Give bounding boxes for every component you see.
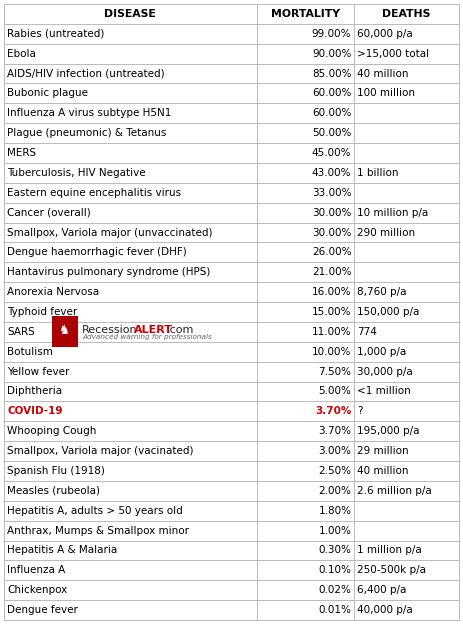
Text: 2.00%: 2.00% — [319, 486, 351, 496]
Text: Influenza A: Influenza A — [7, 565, 65, 575]
Text: Smallpox, Variola major (vacinated): Smallpox, Variola major (vacinated) — [7, 446, 194, 456]
Text: 7.50%: 7.50% — [319, 367, 351, 377]
Text: 6,400 p/a: 6,400 p/a — [357, 585, 407, 595]
Text: 3.00%: 3.00% — [319, 446, 351, 456]
Text: Typhoid fever: Typhoid fever — [7, 307, 77, 317]
Text: 250-500k p/a: 250-500k p/a — [357, 565, 426, 575]
Text: 26.00%: 26.00% — [312, 247, 351, 257]
Text: 0.01%: 0.01% — [319, 605, 351, 615]
Text: Advanced warning for professionals: Advanced warning for professionals — [82, 334, 212, 340]
Text: 100 million: 100 million — [357, 89, 415, 99]
Text: AIDS/HIV infection (untreated): AIDS/HIV infection (untreated) — [7, 69, 165, 79]
Text: Cancer (overall): Cancer (overall) — [7, 208, 91, 218]
Text: >15,000 total: >15,000 total — [357, 49, 430, 59]
Text: 1,000 p/a: 1,000 p/a — [357, 347, 407, 357]
Text: 30,000 p/a: 30,000 p/a — [357, 367, 413, 377]
Text: Smallpox, Variola major (unvaccinated): Smallpox, Variola major (unvaccinated) — [7, 228, 213, 238]
Text: 30.00%: 30.00% — [312, 228, 351, 238]
Text: SARS: SARS — [7, 327, 35, 337]
Text: 43.00%: 43.00% — [312, 168, 351, 178]
Text: 60.00%: 60.00% — [312, 89, 351, 99]
Text: Ebola: Ebola — [7, 49, 36, 59]
Text: Influenza A virus subtype H5N1: Influenza A virus subtype H5N1 — [7, 109, 171, 119]
Text: ♞: ♞ — [59, 324, 71, 338]
Text: 11.00%: 11.00% — [312, 327, 351, 337]
Text: Anthrax, Mumps & Smallpox minor: Anthrax, Mumps & Smallpox minor — [7, 525, 189, 535]
Text: DEATHS: DEATHS — [382, 9, 431, 19]
Text: 774: 774 — [357, 327, 377, 337]
Text: Botulism: Botulism — [7, 347, 53, 357]
Text: 10.00%: 10.00% — [312, 347, 351, 357]
Text: 1 million p/a: 1 million p/a — [357, 545, 422, 555]
Text: 40 million: 40 million — [357, 466, 409, 476]
Text: Eastern equine encephalitis virus: Eastern equine encephalitis virus — [7, 188, 181, 198]
Text: 3.70%: 3.70% — [315, 406, 351, 416]
Text: Anorexia Nervosa: Anorexia Nervosa — [7, 287, 99, 297]
Text: Tuberculosis, HIV Negative: Tuberculosis, HIV Negative — [7, 168, 146, 178]
Text: 10 million p/a: 10 million p/a — [357, 208, 429, 218]
Text: Bubonic plague: Bubonic plague — [7, 89, 88, 99]
Text: DISEASE: DISEASE — [104, 9, 156, 19]
Text: 30.00%: 30.00% — [312, 208, 351, 218]
Text: 0.10%: 0.10% — [319, 565, 351, 575]
Text: Recession: Recession — [82, 325, 138, 335]
Text: Plague (pneumonic) & Tetanus: Plague (pneumonic) & Tetanus — [7, 128, 166, 138]
Text: 21.00%: 21.00% — [312, 267, 351, 277]
Text: 16.00%: 16.00% — [312, 287, 351, 297]
Text: Rabies (untreated): Rabies (untreated) — [7, 29, 104, 39]
Text: ALERT: ALERT — [134, 325, 173, 335]
Text: 99.00%: 99.00% — [312, 29, 351, 39]
Text: Hepatitis A, adults > 50 years old: Hepatitis A, adults > 50 years old — [7, 505, 183, 515]
Text: 85.00%: 85.00% — [312, 69, 351, 79]
Text: Measles (rubeola): Measles (rubeola) — [7, 486, 100, 496]
Text: 290 million: 290 million — [357, 228, 415, 238]
Text: Hepatitis A & Malaria: Hepatitis A & Malaria — [7, 545, 117, 555]
Text: 15.00%: 15.00% — [312, 307, 351, 317]
Text: Hantavirus pulmonary syndrome (HPS): Hantavirus pulmonary syndrome (HPS) — [7, 267, 210, 277]
Text: MERS: MERS — [7, 148, 36, 158]
Text: 195,000 p/a: 195,000 p/a — [357, 426, 420, 436]
Text: 40,000 p/a: 40,000 p/a — [357, 605, 413, 615]
Text: 1 billion: 1 billion — [357, 168, 399, 178]
Text: 40 million: 40 million — [357, 69, 409, 79]
Text: 0.30%: 0.30% — [319, 545, 351, 555]
Text: Dengue haemorrhagic fever (DHF): Dengue haemorrhagic fever (DHF) — [7, 247, 187, 257]
Text: COVID-19: COVID-19 — [7, 406, 63, 416]
Bar — [52, 316, 78, 348]
Text: 5.00%: 5.00% — [319, 386, 351, 396]
Text: ?: ? — [357, 406, 363, 416]
Text: 150,000 p/a: 150,000 p/a — [357, 307, 420, 317]
Text: .com: .com — [167, 325, 194, 335]
Bar — [4, 4, 459, 24]
Text: 50.00%: 50.00% — [312, 128, 351, 138]
Text: 29 million: 29 million — [357, 446, 409, 456]
Text: 90.00%: 90.00% — [312, 49, 351, 59]
Text: MORTALITY: MORTALITY — [271, 9, 340, 19]
Text: Chickenpox: Chickenpox — [7, 585, 67, 595]
Text: 2.50%: 2.50% — [319, 466, 351, 476]
Text: <1 million: <1 million — [357, 386, 411, 396]
Text: 1.00%: 1.00% — [319, 525, 351, 535]
Text: 33.00%: 33.00% — [312, 188, 351, 198]
Text: 1.80%: 1.80% — [319, 505, 351, 515]
Text: 3.70%: 3.70% — [319, 426, 351, 436]
Text: 2.6 million p/a: 2.6 million p/a — [357, 486, 432, 496]
Text: Diphtheria: Diphtheria — [7, 386, 62, 396]
Text: Yellow fever: Yellow fever — [7, 367, 69, 377]
Text: Spanish Flu (1918): Spanish Flu (1918) — [7, 466, 105, 476]
Text: Whooping Cough: Whooping Cough — [7, 426, 96, 436]
Text: 8,760 p/a: 8,760 p/a — [357, 287, 407, 297]
Text: 60,000 p/a: 60,000 p/a — [357, 29, 413, 39]
Text: Dengue fever: Dengue fever — [7, 605, 78, 615]
Text: 60.00%: 60.00% — [312, 109, 351, 119]
Text: 45.00%: 45.00% — [312, 148, 351, 158]
Text: 0.02%: 0.02% — [319, 585, 351, 595]
